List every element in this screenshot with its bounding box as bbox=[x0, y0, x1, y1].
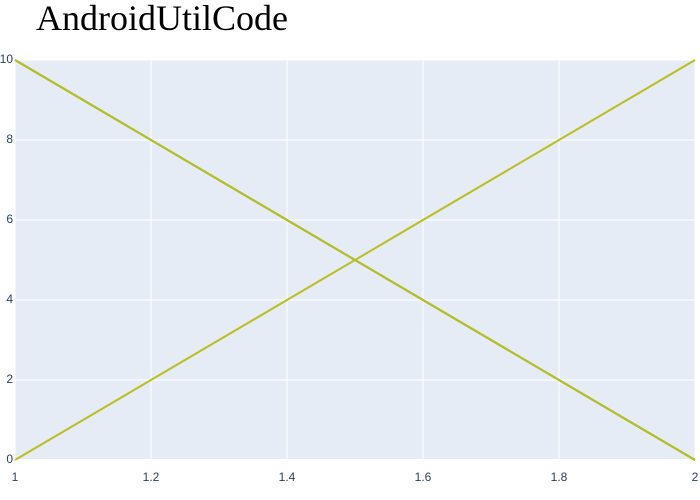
x-tick-label: 1.8 bbox=[551, 470, 568, 484]
y-tick-label: 8 bbox=[6, 132, 13, 146]
x-tick-label: 1.4 bbox=[279, 470, 296, 484]
x-axis-ticks: 1 1.2 1.4 1.6 1.8 2 bbox=[12, 470, 699, 484]
y-tick-label: 0 bbox=[6, 452, 13, 466]
x-tick-label: 2 bbox=[692, 470, 699, 484]
y-tick-label: 10 bbox=[0, 52, 13, 66]
y-tick-label: 6 bbox=[6, 212, 13, 226]
y-axis-ticks: 0 2 4 6 8 10 bbox=[0, 52, 13, 466]
x-tick-label: 1.2 bbox=[143, 470, 160, 484]
x-tick-label: 1.6 bbox=[415, 470, 432, 484]
series-line-3 bbox=[14, 59, 696, 461]
series-lines bbox=[14, 59, 696, 461]
gridlines bbox=[14, 59, 696, 461]
y-tick-label: 4 bbox=[6, 292, 13, 306]
y-tick-label: 2 bbox=[6, 372, 13, 386]
x-tick-label: 1 bbox=[12, 470, 19, 484]
chart-title: AndroidUtilCode bbox=[36, 0, 288, 38]
